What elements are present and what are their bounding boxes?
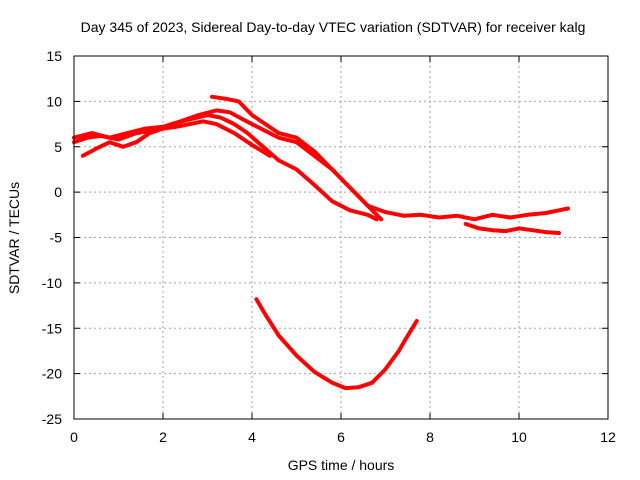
series-line-track-f bbox=[254, 297, 419, 391]
ticks bbox=[73, 55, 609, 420]
y-axis-label: SDTVAR / TECUs bbox=[6, 182, 22, 294]
x-tick-label: 10 bbox=[511, 429, 527, 445]
y-tick-label: -5 bbox=[50, 230, 63, 246]
chart-title: Day 345 of 2023, Sidereal Day-to-day VTE… bbox=[81, 19, 586, 35]
y-tick-label: 5 bbox=[54, 139, 62, 155]
grid bbox=[74, 56, 608, 419]
y-tick-label: -10 bbox=[42, 275, 62, 291]
y-tick-label: -15 bbox=[42, 320, 62, 336]
series-line-track-d bbox=[80, 119, 272, 158]
y-tick-label: 15 bbox=[46, 48, 62, 64]
y-tick-label: -25 bbox=[42, 411, 62, 427]
series-line-track-a bbox=[72, 113, 379, 222]
x-tick-label: 8 bbox=[426, 429, 434, 445]
x-tick-label: 0 bbox=[70, 429, 78, 445]
y-tick-label: -20 bbox=[42, 366, 62, 382]
y-tick-label: 0 bbox=[54, 184, 62, 200]
y-tick-labels: 15 10 5 0 -5 -10 -15 -20 -25 bbox=[42, 48, 62, 427]
series-group bbox=[72, 94, 570, 391]
y-tick-label: 10 bbox=[46, 93, 62, 109]
series-line-track-e bbox=[463, 221, 561, 235]
series-line-track-c bbox=[210, 94, 570, 222]
x-tick-label: 2 bbox=[159, 429, 167, 445]
x-tick-label: 6 bbox=[337, 429, 345, 445]
x-axis-label: GPS time / hours bbox=[288, 457, 395, 473]
x-tick-label: 4 bbox=[248, 429, 256, 445]
x-tick-labels: 0 2 4 6 8 10 12 bbox=[70, 429, 616, 445]
x-tick-label: 12 bbox=[600, 429, 616, 445]
